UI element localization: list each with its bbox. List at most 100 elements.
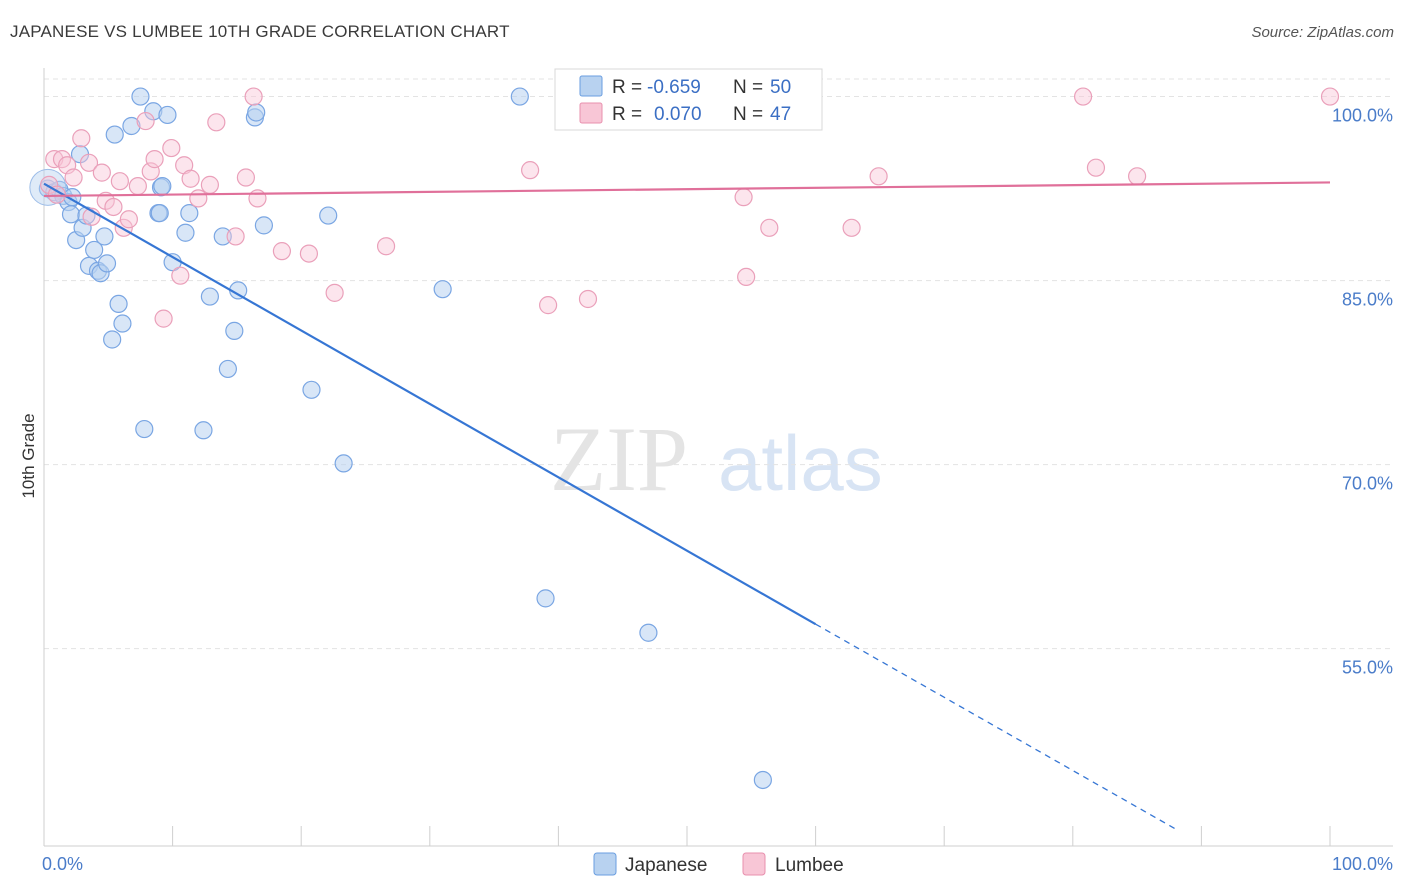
grid-lines [44,78,1393,650]
data-point-lumbee [1086,158,1106,177]
data-point-japanese [218,359,237,379]
data-point-japanese [194,421,213,440]
data-point-japanese [319,206,338,225]
data-point-lumbee [1073,87,1093,106]
trend-line-japanese [43,182,817,626]
data-point-japanese [109,294,128,313]
data-point-japanese [97,254,117,273]
y-tick-labels: 55.0% 70.0% 85.0% 100.0% [1332,106,1393,678]
data-point-lumbee [236,168,256,187]
data-point-lumbee [737,267,756,287]
data-point-japanese [247,103,266,122]
y-tick-label: 85.0% [1342,290,1393,310]
data-point-lumbee [64,168,83,187]
data-point-lumbee [244,87,263,106]
data-point-japanese [225,321,244,340]
bottom-legend-swatch-japanese [593,852,617,876]
data-point-lumbee [299,244,319,263]
data-point-lumbee [154,309,173,328]
chart-title: JAPANESE VS LUMBEE 10TH GRADE CORRELATIO… [10,22,510,41]
data-point-lumbee [539,296,558,315]
legend-swatch-japanese [579,75,603,97]
data-point-japanese [61,205,81,224]
data-point-lumbee [200,175,219,194]
data-point-lumbee [578,289,598,309]
data-point-lumbee [734,188,753,207]
data-point-lumbee [104,197,123,217]
y-tick-label: 100.0% [1332,106,1393,126]
data-point-lumbee [92,163,111,182]
source-label: Source: ZipAtlas.com [1251,24,1394,41]
data-point-japanese [131,87,150,106]
data-point-japanese [103,330,122,349]
data-point-lumbee [248,189,267,208]
data-point-japanese [180,204,199,223]
trend-line-japanese-extension [815,623,1177,830]
data-point-lumbee [376,237,396,256]
trend-line-lumbee [43,181,1331,198]
data-point-lumbee [128,177,147,196]
data-point-japanese [176,223,195,242]
data-point-lumbee [119,210,138,229]
data-point-japanese [122,116,141,136]
data-point-lumbee [226,227,245,246]
data-point-japanese [200,287,219,306]
data-point-japanese [334,454,353,473]
legend-swatch-lumbee [579,102,603,124]
data-point-japanese [302,380,321,399]
legend-r-label-japanese: R = [612,77,642,98]
data-point-japanese [536,589,555,608]
data-point-lumbee [842,218,861,237]
legend-n-japanese: 50 [770,77,791,98]
x-tick-label-max: 100.0% [1332,854,1393,874]
data-point-lumbee [1127,167,1147,186]
data-point-japanese [639,623,658,642]
data-point-lumbee [521,161,540,180]
series-legend: Japanese Lumbee [593,852,844,876]
watermark-zip: ZIP [550,408,688,510]
data-point-lumbee [79,153,99,172]
data-point-japanese [153,177,172,196]
data-point-lumbee [72,129,91,148]
legend-r-lumbee: 0.070 [654,104,702,125]
axes [43,68,1393,847]
data-point-lumbee [181,169,200,188]
data-point-japanese [158,105,177,125]
bottom-legend-japanese: Japanese [625,855,707,876]
y-tick-label: 55.0% [1342,658,1393,678]
bottom-legend-swatch-lumbee [742,852,766,876]
legend-n-label-lumbee: N = [733,104,763,125]
data-point-lumbee [162,138,181,158]
data-point-lumbee [325,283,344,302]
data-point-japanese [85,240,104,260]
data-point-japanese [254,216,274,235]
data-point-lumbee [110,172,129,191]
data-point-lumbee [1320,87,1340,106]
data-point-japanese [753,770,772,790]
data-point-japanese [433,280,452,299]
bottom-legend-lumbee: Lumbee [775,855,844,876]
legend-r-label-lumbee: R = [612,104,642,125]
watermark-atlas: atlas [718,419,883,507]
data-point-japanese [135,419,154,439]
data-point-japanese [213,227,232,246]
data-point-lumbee [869,167,888,186]
data-point-lumbee [760,218,779,237]
legend-n-label-japanese: N = [733,77,763,98]
japanese-points [29,87,772,790]
legend-r-japanese: -0.659 [647,77,701,98]
y-tick-label: 70.0% [1342,474,1393,494]
data-point-lumbee [145,150,164,169]
data-point-lumbee [136,111,155,131]
data-point-lumbee [207,113,226,132]
trend-lines [43,181,1331,830]
data-point-japanese [95,227,114,246]
correlation-legend: R = -0.659 N = 50 R = 0.070 N = 47 [554,68,823,131]
y-axis-title: 10th Grade [19,413,38,498]
data-point-japanese [105,125,124,144]
data-point-lumbee [189,189,208,208]
data-point-lumbee [272,242,292,261]
data-point-lumbee [171,266,190,285]
data-point-japanese [510,87,529,106]
